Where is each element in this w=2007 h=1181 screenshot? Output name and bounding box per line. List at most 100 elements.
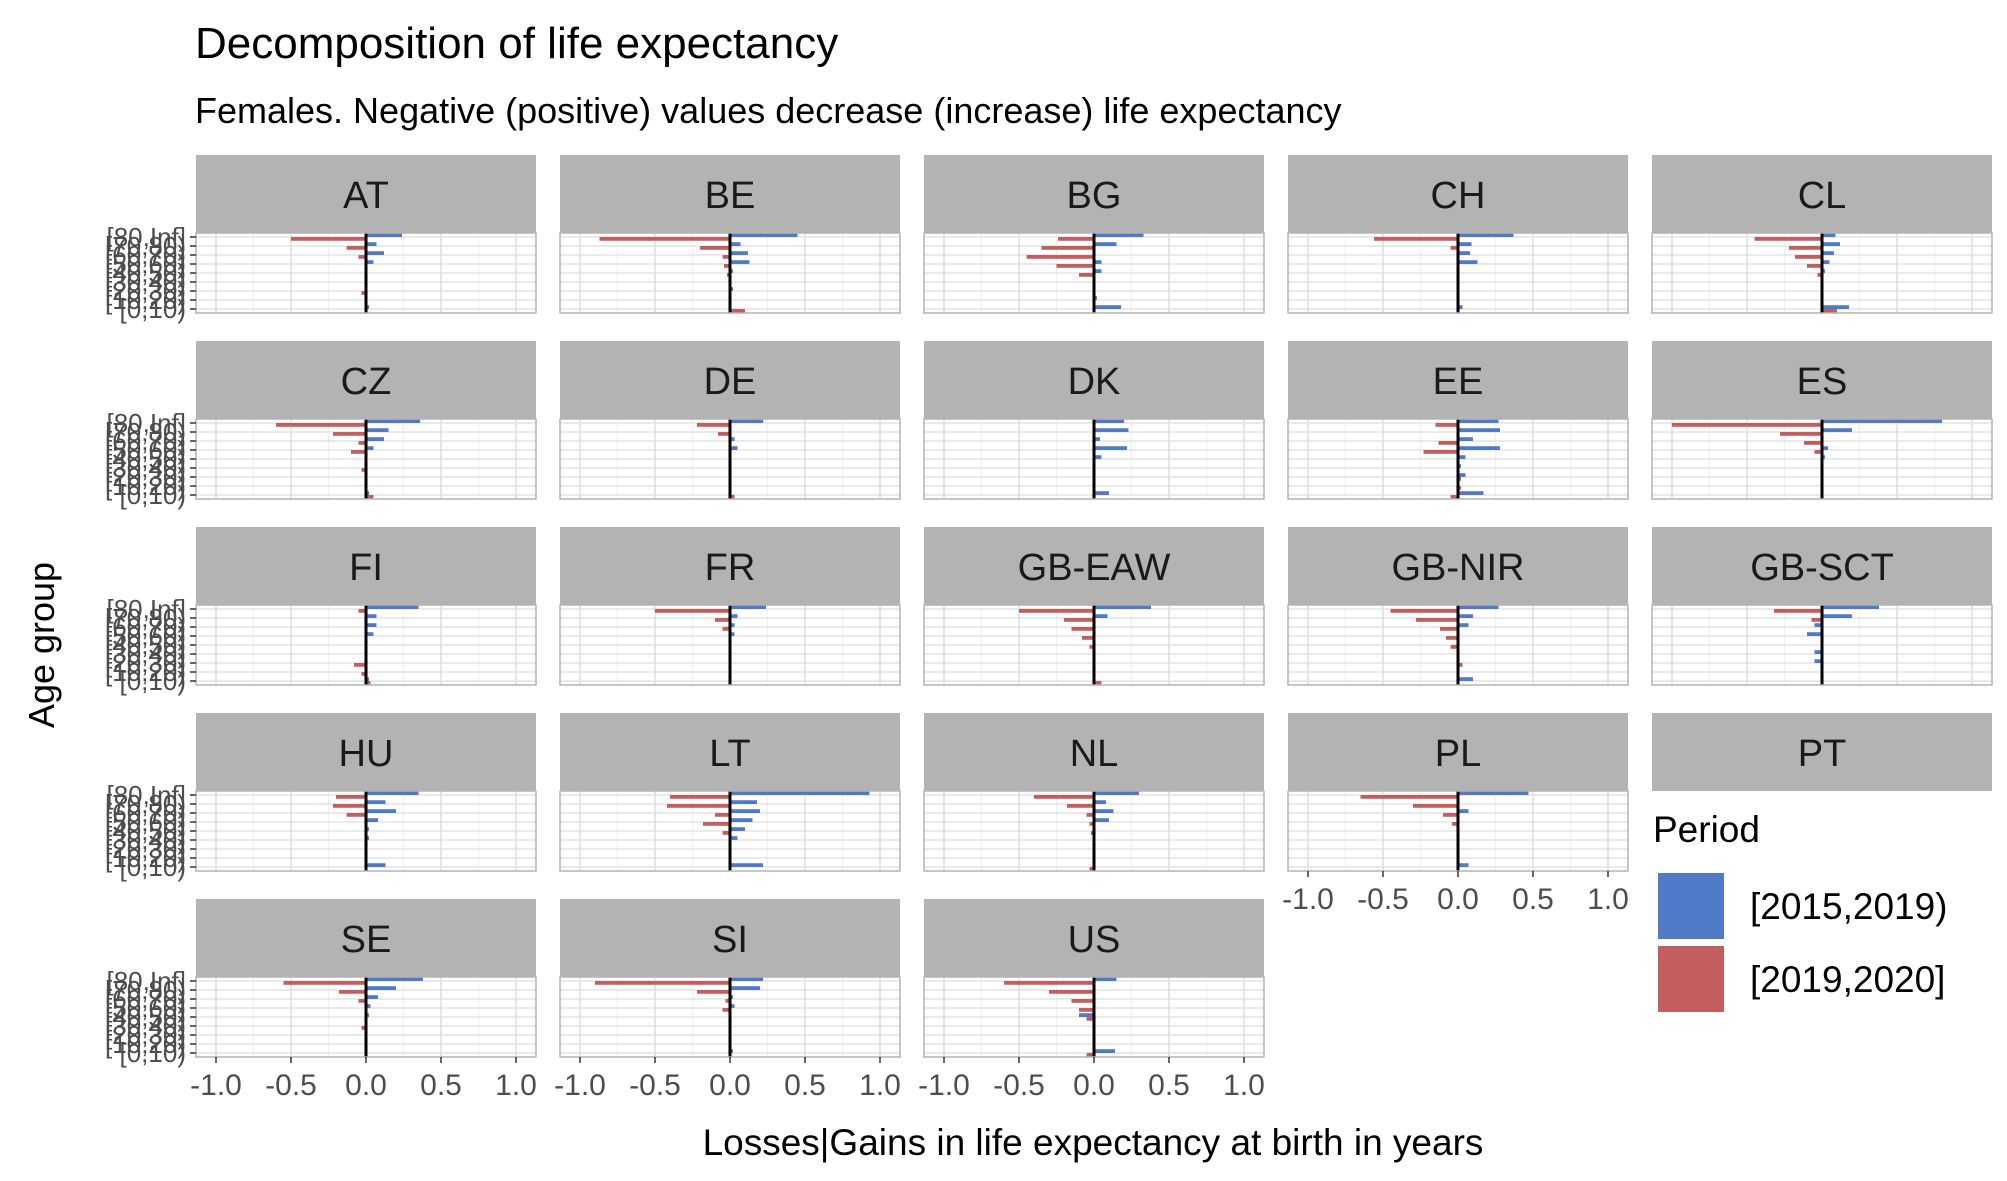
x-tick-label: 1.0: [1587, 883, 1629, 916]
legend-label: [2019,2020]: [1750, 959, 1945, 1000]
bar: [366, 251, 384, 255]
bar: [1458, 663, 1463, 667]
facet-panel-us: US -1.0 -0.5 0.0 0.5 1.0: [918, 899, 1265, 1102]
panel-border: [559, 418, 901, 500]
bar: [346, 246, 366, 250]
y-tick-label: [80,Inf]: [107, 966, 187, 996]
y-tick-label: [80,Inf]: [107, 594, 187, 624]
bar: [700, 246, 730, 250]
bar: [730, 986, 760, 990]
facet-strip: [1652, 341, 1992, 419]
bar: [1004, 981, 1094, 985]
x-tick-label: 0.0: [709, 1069, 751, 1102]
bar: [1360, 795, 1458, 799]
bar: [361, 672, 366, 676]
bar: [1458, 791, 1529, 795]
bar: [366, 986, 396, 990]
facet-label: US: [1068, 919, 1121, 961]
bar: [730, 623, 735, 627]
bar: [730, 419, 763, 423]
bar: [730, 251, 748, 255]
y-tick-label: [70,80): [105, 603, 186, 633]
panel-border: [559, 604, 901, 686]
x-tick-label: 0.5: [1148, 1069, 1190, 1102]
bar: [1458, 623, 1469, 627]
bar: [283, 981, 366, 985]
bar: [366, 260, 374, 264]
facet-label: FR: [705, 547, 756, 589]
bar: [715, 813, 730, 817]
bar: [1082, 636, 1094, 640]
facet-strip: [196, 899, 536, 977]
bar: [1056, 264, 1094, 268]
facet-strip: [560, 341, 900, 419]
bar: [1443, 813, 1458, 817]
bar: [1034, 795, 1094, 799]
x-tick-label: -0.5: [629, 1069, 681, 1102]
y-tick-label: [50,60): [105, 807, 186, 837]
bar: [366, 437, 384, 441]
bar: [1058, 237, 1094, 241]
y-tick-label: [70,80): [105, 789, 186, 819]
bar: [730, 233, 798, 237]
facet-strip: [196, 155, 536, 233]
bar: [1094, 491, 1109, 495]
facet-label: BE: [705, 175, 756, 217]
bar: [346, 813, 366, 817]
bar: [1789, 246, 1822, 250]
bar: [366, 995, 378, 999]
bar: [655, 609, 730, 613]
legend: Period [2015,2019) [2019,2020]: [1653, 809, 1948, 1012]
y-tick-label: [60,70): [105, 240, 186, 270]
y-tick-label: [40,50): [105, 1002, 186, 1032]
facet-panel-nl: NL: [923, 713, 1265, 872]
facet-strip: [560, 713, 900, 791]
x-tick-label: 0.5: [1512, 883, 1554, 916]
bar: [1094, 242, 1117, 246]
facet-panel-cz: CZ [0,10)[10,20)[20,30)[30,40)[40,50)[50,…: [105, 341, 537, 510]
bar: [1458, 446, 1500, 450]
bar: [1822, 309, 1837, 313]
x-tick-label: 0.5: [784, 1069, 826, 1102]
facet-label: SE: [341, 919, 392, 961]
y-tick-label: [40,50): [105, 630, 186, 660]
panel-border: [923, 232, 1265, 314]
panel-border: [1287, 604, 1629, 686]
bar: [730, 809, 760, 813]
y-tick-label: [60,70): [105, 798, 186, 828]
y-tick-label: [70,80): [105, 417, 186, 447]
facet-label: LT: [709, 733, 751, 775]
bar: [361, 291, 366, 295]
facet-panel-dk: DK: [923, 341, 1265, 500]
bar: [1089, 645, 1094, 649]
bar: [366, 809, 396, 813]
bar: [1094, 977, 1117, 981]
bar: [366, 428, 389, 432]
y-tick-label: [50,60): [105, 621, 186, 651]
facet-panel-lt: LT: [559, 713, 901, 872]
bar: [366, 818, 378, 822]
bar: [703, 822, 730, 826]
bar: [358, 609, 366, 613]
bar: [1814, 659, 1822, 663]
bar: [1094, 809, 1114, 813]
x-tick-label: 1.0: [1223, 1069, 1265, 1102]
bar: [1094, 818, 1109, 822]
facet-label: PT: [1798, 733, 1847, 775]
y-axis-label: Age group: [21, 562, 62, 728]
bar: [1390, 609, 1458, 613]
bar: [1814, 650, 1822, 654]
bar: [725, 999, 730, 1003]
bar: [1817, 273, 1822, 277]
facet-strip: [924, 341, 1264, 419]
bar: [1458, 251, 1470, 255]
bar: [722, 831, 730, 835]
facet-label: NL: [1070, 733, 1119, 775]
bar: [722, 1008, 730, 1012]
bar: [730, 836, 738, 840]
bar: [1089, 867, 1094, 871]
facet-panel-bg: BG: [923, 155, 1265, 314]
bar: [1672, 423, 1822, 427]
bar: [1079, 1008, 1094, 1012]
